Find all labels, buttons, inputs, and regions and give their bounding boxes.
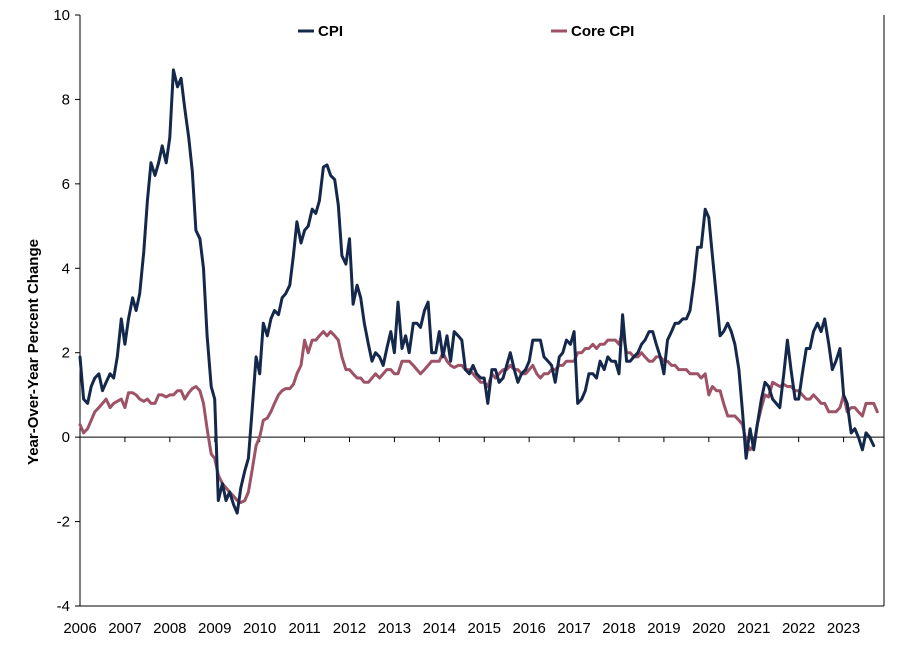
x-tick-label: 2016 <box>512 620 545 637</box>
y-axis-title: Year-Over-Year Percent Change <box>25 239 42 465</box>
legend-label-core-cpi: Core CPI <box>571 23 634 40</box>
x-tick-label: 2023 <box>827 620 860 637</box>
x-tick-label: 2017 <box>557 620 590 637</box>
y-tick-label: 0 <box>62 429 70 446</box>
y-tick-label: 6 <box>62 176 70 193</box>
y-tick-label: 10 <box>53 7 70 24</box>
legend: CPI Core CPI <box>298 23 634 40</box>
x-tick-label: 2009 <box>198 620 231 637</box>
series-line-cpi <box>78 68 876 515</box>
x-tick-label: 2012 <box>333 620 366 637</box>
y-tick-label: 4 <box>62 260 70 277</box>
x-tick-label: 2011 <box>288 620 320 637</box>
x-tick-label: 2007 <box>108 620 141 637</box>
x-tick-label: 2014 <box>423 620 456 637</box>
x-tick-label: 2022 <box>782 620 815 637</box>
x-tick-label: 2010 <box>243 620 276 637</box>
x-tick-label: 2019 <box>647 620 680 637</box>
y-tick-label: 8 <box>62 91 70 108</box>
x-tick-label: 2021 <box>737 620 770 637</box>
x-tick-label: 2018 <box>602 620 635 637</box>
y-tick-label: -2 <box>57 514 70 531</box>
series-layer <box>78 68 879 515</box>
x-tick-label: 2008 <box>153 620 186 637</box>
x-tick-label: 2020 <box>692 620 725 637</box>
x-tick-label: 2015 <box>468 620 501 637</box>
axes: -4 -2 0 2 4 6 8 10 2006 2007 2008 2009 2010 2011 2012 2… <box>53 7 885 637</box>
y-tick-label: -4 <box>57 598 70 615</box>
legend-label-cpi: CPI <box>318 23 343 40</box>
y-tick-label: 2 <box>62 345 70 362</box>
x-tick-label: 2006 <box>63 620 96 637</box>
x-tick-label: 2013 <box>378 620 411 637</box>
